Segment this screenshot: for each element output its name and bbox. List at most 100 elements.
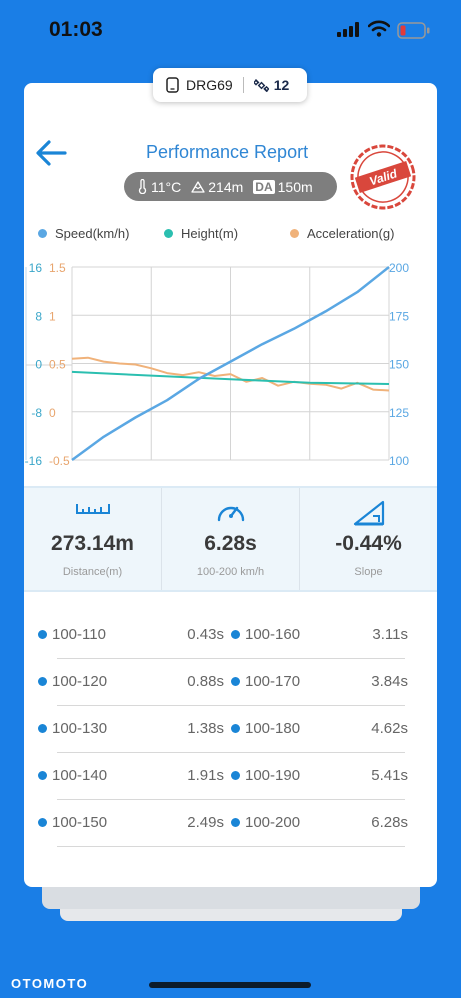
temperature-value: 11°C <box>151 178 182 195</box>
split-range: 100-120 <box>52 673 108 690</box>
status-time: 01:03 <box>49 18 103 41</box>
split-cell: 100-120 0.88s <box>38 659 224 706</box>
home-indicator[interactable] <box>149 982 311 988</box>
series-line-accel <box>71 356 390 392</box>
bullet <box>38 818 47 827</box>
card-stack-shadow <box>42 885 420 909</box>
accel-tick-label: 1.5 <box>49 261 66 275</box>
wifi-icon <box>368 20 390 37</box>
bullet <box>38 724 47 733</box>
da-badge: DA <box>253 179 275 194</box>
table-row: 100-140 1.91s 100-190 5.41s <box>24 753 437 800</box>
row-divider <box>57 799 405 800</box>
accel-tick-label: 0 <box>49 406 56 420</box>
stat-value: -0.44% <box>335 532 402 555</box>
table-row: 100-110 0.43s 100-160 3.11s <box>24 612 437 659</box>
speedometer-icon <box>217 506 244 522</box>
stat-label: Distance(m) <box>62 566 123 578</box>
accel-tick-label: 0.5 <box>49 358 66 372</box>
split-cell: 100-190 5.41s <box>231 753 408 800</box>
table-row: 100-150 2.49s 100-200 6.28s <box>24 800 437 847</box>
speed-tick-label: 200 <box>389 261 409 275</box>
height-tick-label: 16 <box>29 261 43 275</box>
split-cell: 100-160 3.11s <box>231 612 408 659</box>
bullet <box>38 677 47 686</box>
back-arrow-icon[interactable] <box>35 140 67 166</box>
bullet <box>38 630 47 639</box>
phone-icon <box>166 77 179 93</box>
split-cell: 100-140 1.91s <box>38 753 224 800</box>
split-cell: 100-180 4.62s <box>231 706 408 753</box>
stat-label: Slope <box>354 566 383 578</box>
split-range: 100-130 <box>52 720 108 737</box>
split-cell: 100-110 0.43s <box>38 612 224 659</box>
split-range: 100-180 <box>245 720 301 737</box>
satellite-count: 12 <box>273 77 290 93</box>
split-cell: 100-170 3.84s <box>231 659 408 706</box>
split-range: 100-190 <box>245 767 301 784</box>
accel-tick-label: 1 <box>49 309 56 323</box>
speed-tick-label: 175 <box>389 309 409 323</box>
battery-icon <box>397 22 430 39</box>
altitude-value: 214m <box>208 178 244 195</box>
divider <box>242 77 244 93</box>
legend-height: Height(m) <box>164 226 238 241</box>
stat-value: 6.28s <box>204 532 257 555</box>
height-tick-label: 8 <box>35 309 42 323</box>
stat-distance: 273.14m Distance(m) <box>24 488 162 590</box>
bullet <box>231 724 240 733</box>
height-tick-label: 0 <box>35 358 42 372</box>
row-divider <box>57 846 405 847</box>
split-time: 4.62s <box>371 720 408 737</box>
performance-chart: 16 8 0 -8 -16 1.5 1 0.5 0 -0.5 200 175 150 125 100 <box>25 261 410 468</box>
legend-speed: Speed(km/h) <box>38 226 129 241</box>
speed-tick-label: 125 <box>389 406 409 420</box>
chart-legend: Speed(km/h) Height(m) Acceleration(g) <box>38 226 438 244</box>
series-line-height <box>71 370 390 385</box>
slope-icon <box>353 500 384 526</box>
legend-dot <box>164 229 173 238</box>
conditions-bar: 11°C 214m DA 150m <box>124 172 337 201</box>
split-cell: 100-200 6.28s <box>231 800 408 847</box>
bullet <box>231 630 240 639</box>
device-badge[interactable]: DRG69 12 <box>153 68 307 102</box>
row-divider <box>57 752 405 753</box>
bullet <box>231 818 240 827</box>
split-time: 2.49s <box>187 814 224 831</box>
split-time: 5.41s <box>371 767 408 784</box>
bullet <box>231 771 240 780</box>
status-bar: 01:03 <box>0 0 461 60</box>
split-range: 100-150 <box>52 814 108 831</box>
accel-tick-label: -0.5 <box>49 454 70 468</box>
split-time: 3.84s <box>371 673 408 690</box>
satellite-icon <box>253 78 269 92</box>
device-name: DRG69 <box>186 77 233 93</box>
legend-dot <box>290 229 299 238</box>
signal-icon <box>337 22 359 37</box>
legend-label: Acceleration(g) <box>307 226 395 241</box>
legend-label: Speed(km/h) <box>55 226 130 241</box>
split-time: 0.43s <box>187 626 224 643</box>
density-altitude: DA 150m <box>253 179 313 195</box>
legend-dot <box>38 229 47 238</box>
row-divider <box>57 658 405 659</box>
speed-tick-label: 100 <box>389 454 409 468</box>
height-tick-label: -16 <box>25 454 43 468</box>
bullet <box>231 677 240 686</box>
report-card <box>24 83 437 887</box>
ruler-icon <box>75 504 110 514</box>
bullet <box>38 771 47 780</box>
split-time: 0.88s <box>187 673 224 690</box>
temperature: 11°C <box>138 179 181 195</box>
split-range: 100-140 <box>52 767 108 784</box>
split-time: 1.91s <box>187 767 224 784</box>
split-range: 100-200 <box>245 814 301 831</box>
split-cell: 100-130 1.38s <box>38 706 224 753</box>
altitude: 214m <box>191 179 243 195</box>
height-tick-label: -8 <box>31 406 42 420</box>
split-time: 3.11s <box>372 626 408 643</box>
legend-label: Height(m) <box>181 226 239 241</box>
split-range: 100-110 <box>52 626 106 643</box>
stat-slope: -0.44% Slope <box>300 488 437 590</box>
series-line-speed <box>71 266 390 462</box>
